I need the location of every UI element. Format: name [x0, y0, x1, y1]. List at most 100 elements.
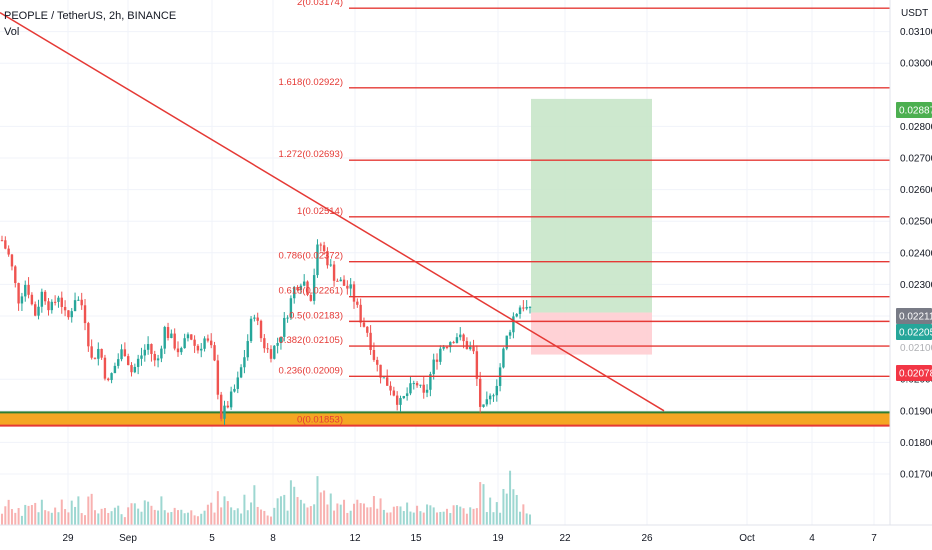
volume-bar — [140, 511, 143, 525]
candle-body — [495, 385, 498, 396]
volume-bar — [492, 512, 495, 525]
volume-bar — [250, 502, 253, 525]
volume-bar — [353, 503, 355, 525]
volume-bar — [263, 510, 266, 525]
volume-bar — [495, 502, 498, 525]
candle-body — [110, 373, 113, 381]
symbol-title: PEOPLE / TetherUS, 2h, BINANCE — [4, 10, 176, 22]
candle-body — [326, 251, 329, 266]
candle-body — [389, 385, 392, 391]
time-tick-label: 5 — [209, 533, 215, 544]
volume-bar — [14, 512, 17, 525]
volume-label: Vol — [4, 26, 19, 38]
candle-body — [469, 346, 472, 350]
time-tick-label: 15 — [410, 533, 422, 544]
candle-body — [190, 334, 193, 340]
candle-body — [478, 378, 482, 407]
candle-body — [432, 359, 435, 375]
candle-body — [213, 345, 216, 361]
fib-level-label: 0.618(0.02261) — [279, 286, 343, 297]
candle-body — [505, 335, 508, 349]
volume-bar — [74, 506, 77, 525]
volume-bar — [210, 502, 213, 525]
fib-level-label: 0(0.01853) — [297, 415, 343, 426]
candle-body — [20, 296, 24, 304]
candle-body — [47, 301, 50, 311]
time-tick-label: 12 — [349, 533, 361, 544]
volume-bar — [449, 513, 452, 525]
candle-body — [24, 284, 27, 297]
candle-body — [372, 349, 376, 360]
volume-bar — [70, 500, 73, 525]
volume-bar — [276, 498, 279, 525]
fib-level-label: 1.618(0.02922) — [279, 77, 343, 88]
volume-bar — [519, 511, 522, 525]
time-tick-label: 19 — [492, 533, 504, 544]
candle-body — [312, 275, 316, 301]
candle-body — [246, 341, 249, 358]
candle-body — [405, 393, 409, 397]
candle-body — [53, 301, 57, 303]
time-tick-label: 26 — [641, 533, 653, 544]
candle-body — [302, 281, 306, 286]
candle-body — [472, 346, 475, 352]
volume-bar — [87, 496, 90, 525]
candle-body — [10, 254, 14, 267]
candle-body — [136, 358, 140, 367]
candle-body — [488, 395, 492, 400]
candle-body — [492, 395, 495, 397]
fibonacci-levels[interactable]: 2(0.03174) 1.618(0.02922) 1.272(0.02693) 1(… — [279, 0, 890, 427]
candle-body — [279, 336, 283, 344]
candle-body — [219, 394, 223, 419]
candle-body — [332, 264, 336, 281]
volume-bar — [472, 508, 475, 525]
volume-bar — [309, 506, 312, 525]
volume-bar — [24, 504, 27, 525]
candle-body — [210, 340, 213, 346]
candle-body — [379, 364, 382, 378]
volume-bar — [382, 509, 385, 525]
volume-bar — [499, 512, 502, 525]
trendline-layer[interactable] — [0, 11, 665, 412]
candle-body — [63, 306, 67, 311]
candle-body — [113, 365, 117, 374]
volume-bar — [343, 499, 346, 525]
volume-bar — [389, 512, 392, 525]
volume-bar — [426, 504, 429, 525]
descending-trendline — [0, 11, 665, 412]
candle-body — [166, 327, 170, 338]
candle-body — [425, 389, 429, 393]
volume-bar — [316, 476, 319, 525]
candle-body — [103, 357, 107, 379]
candle-body — [176, 348, 180, 353]
candle-body — [273, 345, 276, 359]
volume-bar — [167, 512, 170, 525]
volume-bar — [392, 506, 395, 525]
volume-bar — [240, 513, 243, 525]
volume-bar — [319, 492, 322, 525]
candle-body — [226, 405, 230, 408]
candle-body — [133, 366, 137, 373]
candle-body — [429, 374, 432, 390]
candle-body — [435, 359, 439, 362]
price-badge — [896, 308, 932, 324]
candle-body — [87, 323, 90, 347]
volume-bar — [283, 494, 286, 525]
candle-body — [146, 344, 150, 350]
volume-bar — [489, 497, 492, 525]
volume-bar — [419, 511, 422, 525]
candle-body — [442, 347, 445, 349]
volume-bar — [372, 496, 375, 525]
price-badge-label: 0.02205 — [899, 328, 932, 339]
volume-bar — [369, 507, 372, 525]
candle-body — [30, 294, 34, 305]
volume-bar — [180, 509, 183, 525]
candle-body — [465, 341, 469, 350]
candle-body — [126, 356, 130, 366]
